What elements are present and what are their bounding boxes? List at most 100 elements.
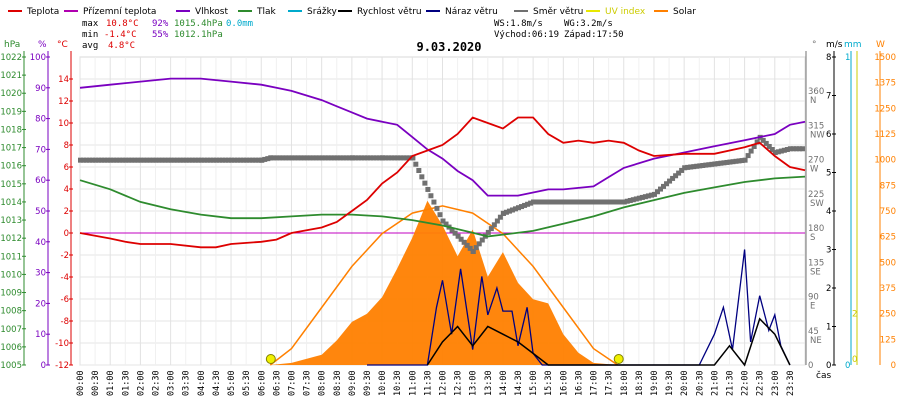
axis-solar-tick-label: 1125: [874, 130, 896, 140]
legend-label-solar: Solar: [673, 7, 696, 17]
series-direction-point: [712, 161, 718, 167]
axis-unit-labels: hPa % °C ° m/s mm W čas: [4, 40, 885, 381]
series-pressure-line: [79, 175, 806, 238]
axis-pressure-tick-label: 1006: [0, 343, 22, 353]
axis-solar-tick-label: 1500: [874, 53, 896, 63]
axis-solar-tick-label: 1000: [874, 156, 896, 166]
axis-pressure-tick-label: 1018: [0, 125, 22, 135]
series-direction-point: [361, 155, 367, 161]
stat-max-hum: 92%: [152, 19, 169, 29]
series-direction-point: [543, 199, 549, 205]
x-tick-label: 21:00: [710, 370, 720, 396]
series-direction-point: [694, 163, 700, 169]
series-direction-point: [461, 239, 467, 245]
x-tick-label: 14:00: [499, 370, 509, 396]
series-direction-point: [651, 191, 657, 197]
axis-solar-tick-label: 250: [880, 310, 896, 320]
axis-uv-tick-label: 0: [852, 355, 857, 365]
x-tick-label: 01:30: [121, 370, 131, 396]
x-tick-label: 17:00: [590, 370, 600, 396]
series-direction-point: [588, 199, 594, 205]
series-direction-point: [331, 155, 337, 161]
series-direction-point: [431, 199, 437, 205]
axis-wind-tick-label: 3: [826, 246, 831, 256]
axis-humidity-tick-label: 40: [35, 238, 46, 248]
x-tick-label: 08:30: [333, 370, 343, 396]
series-direction-point: [615, 199, 621, 205]
series-direction-point: [488, 226, 494, 232]
series-direction-point: [93, 157, 99, 163]
stat-max-temp: 10.8°C: [106, 19, 139, 29]
series-direction-point: [642, 194, 648, 200]
x-tick-label: 08:00: [318, 370, 328, 396]
series-direction-point: [156, 157, 162, 163]
series-direction-point: [105, 157, 111, 163]
series-direction-point: [784, 147, 790, 153]
x-tick-label: 23:30: [786, 370, 796, 396]
series-direction-point: [452, 230, 458, 236]
series-direction-point: [386, 155, 392, 161]
axis-solar-tick-label: 875: [880, 181, 896, 191]
axis-direction-compass-label: SE: [810, 267, 821, 277]
series-direction-point: [733, 158, 739, 164]
unit-cas: čas: [816, 370, 831, 381]
series-direction-point: [123, 157, 129, 163]
axis-humidity-tick-label: 10: [35, 330, 46, 340]
series-direction-point: [108, 157, 114, 163]
unit-degc: °C: [57, 40, 68, 50]
series-direction-point: [292, 155, 298, 161]
axis-direction-tick-label: 270: [808, 156, 824, 166]
stat-min-label: min: [82, 30, 98, 40]
series-direction-point: [703, 162, 709, 168]
x-tick-label: 09:30: [363, 370, 373, 396]
x-tick-label: 02:00: [136, 370, 146, 396]
series-direction-point: [244, 157, 250, 163]
series-layer: [78, 77, 806, 367]
series-direction-point: [262, 156, 268, 162]
series-direction-point: [277, 155, 283, 161]
series-direction-point: [253, 157, 259, 163]
x-tick-label: 00:30: [91, 370, 101, 396]
axis-pressure-tick-label: 1022: [0, 53, 22, 63]
series-direction-point: [425, 186, 431, 192]
series-direction-point: [579, 199, 585, 205]
series-direction-point: [603, 199, 609, 205]
x-tick-label: 14:30: [514, 370, 524, 396]
series-direction-point: [207, 157, 213, 163]
stat-min-hum: 55%: [152, 30, 169, 40]
series-direction-point: [117, 157, 123, 163]
x-tick-label: 11:00: [408, 370, 418, 396]
series-direction-point: [443, 221, 449, 227]
axis-direction-compass-label: S: [810, 233, 815, 243]
series-direction-point: [688, 164, 694, 170]
series-direction-point: [500, 210, 506, 216]
series-direction-point: [177, 157, 183, 163]
x-tick-label: 16:30: [574, 370, 584, 396]
series-direction-point: [549, 199, 555, 205]
series-direction-point: [479, 237, 485, 243]
axis-humidity-tick-label: 0: [41, 361, 46, 371]
series-direction-point: [289, 155, 295, 161]
series-direction-point: [781, 147, 787, 153]
axis-direction-tick-label: 0: [808, 361, 813, 371]
series-direction-point: [319, 155, 325, 161]
series-direction-point: [380, 155, 386, 161]
axis-solar-tick-label: 1375: [874, 79, 896, 89]
series-direction-point: [219, 157, 225, 163]
series-direction-point: [144, 157, 150, 163]
series-direction-point: [491, 222, 497, 228]
x-tick-label: 06:00: [257, 370, 267, 396]
series-direction-point: [310, 155, 316, 161]
x-tick-label: 17:30: [605, 370, 615, 396]
axis-solar-tick-label: 750: [880, 207, 896, 217]
series-direction-point: [153, 157, 159, 163]
series-direction-point: [775, 149, 781, 155]
series-direction-point: [682, 165, 688, 171]
axis-pressure-tick-label: 1015: [0, 180, 22, 190]
series-direction-point: [120, 157, 126, 163]
series-direction-point: [304, 155, 310, 161]
x-tick-label: 03:00: [167, 370, 177, 396]
series-direction-point: [715, 161, 721, 167]
series-direction-point: [298, 155, 304, 161]
series-direction-point: [389, 155, 395, 161]
